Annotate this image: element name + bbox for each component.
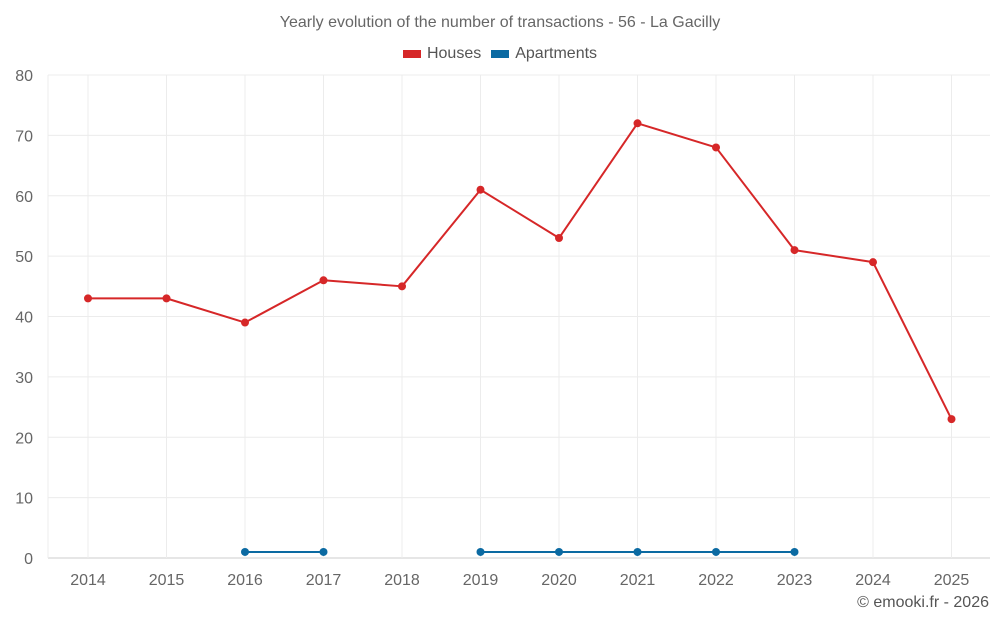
data-point-houses	[476, 185, 485, 194]
x-tick-label: 2019	[463, 572, 499, 589]
data-point-houses	[555, 234, 563, 243]
data-point-apartments	[633, 547, 642, 556]
x-tick-label: 2025	[934, 572, 970, 589]
x-tick-label: 2024	[855, 572, 891, 589]
x-tick-label: 2021	[620, 572, 656, 589]
data-point-houses	[869, 258, 877, 267]
x-tick-label: 2016	[227, 572, 263, 589]
y-tick-label: 10	[15, 491, 33, 508]
x-tick-label: 2017	[306, 572, 342, 589]
x-tick-label: 2014	[70, 572, 106, 589]
data-point-houses	[712, 143, 720, 152]
data-point-apartments	[712, 547, 720, 556]
data-point-apartments	[555, 547, 563, 556]
data-point-houses	[84, 294, 92, 303]
y-tick-label: 50	[15, 249, 33, 266]
x-tick-label: 2020	[541, 572, 577, 589]
data-point-houses	[241, 318, 249, 327]
credit-text: © emooki.fr - 2026	[857, 594, 989, 611]
data-point-apartments	[319, 547, 328, 556]
legend-swatch-houses	[402, 50, 421, 58]
y-tick-label: 0	[24, 551, 33, 568]
legend-item-houses[interactable]: Houses	[402, 45, 482, 63]
legend-item-apartments[interactable]: Apartments	[491, 45, 597, 63]
data-point-houses	[790, 246, 799, 255]
data-point-apartments	[241, 547, 249, 556]
y-tick-label: 40	[15, 310, 33, 327]
chart-legend: Houses Apartments	[0, 45, 1000, 63]
legend-label-apartments: Apartments	[515, 45, 598, 62]
x-tick-label: 2023	[777, 572, 813, 589]
data-point-apartments	[790, 547, 799, 556]
data-point-houses	[633, 119, 642, 128]
data-point-houses	[319, 276, 328, 285]
x-tick-label: 2018	[384, 572, 420, 589]
x-tick-label: 2022	[698, 572, 734, 589]
data-point-houses	[947, 415, 956, 424]
legend-swatch-apartments	[491, 50, 510, 58]
chart-title: Yearly evolution of the number of transa…	[279, 14, 721, 31]
y-tick-label: 80	[15, 68, 33, 85]
series-line-houses	[88, 122, 953, 420]
y-tick-label: 70	[15, 128, 33, 145]
y-tick-label: 60	[15, 189, 33, 206]
data-point-houses	[162, 294, 171, 303]
y-tick-label: 20	[15, 430, 33, 447]
x-tick-label: 2015	[149, 572, 185, 589]
y-tick-label: 30	[15, 370, 33, 387]
data-point-apartments	[476, 547, 485, 556]
legend-label-houses: Houses	[426, 45, 482, 62]
data-point-houses	[398, 282, 406, 291]
